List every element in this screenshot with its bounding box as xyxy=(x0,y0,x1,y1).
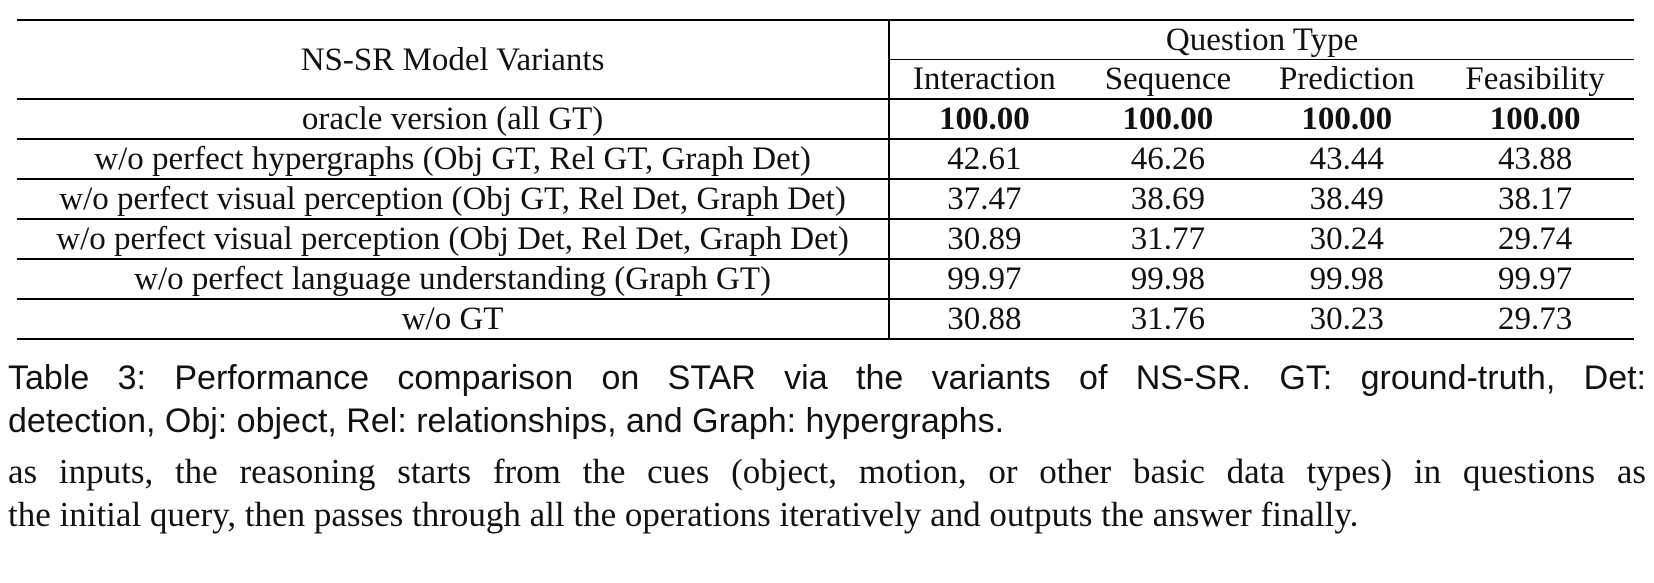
table-cell: 31.77 xyxy=(1078,218,1258,259)
column-header-feasibility: Feasibility xyxy=(1465,61,1605,97)
table-row: oracle version (all GT) 100.00 100.00 10… xyxy=(17,98,1634,139)
table-cell: 99.97 xyxy=(889,258,1079,299)
column-header-sequence: Sequence xyxy=(1104,61,1232,97)
table-cell: 29.74 xyxy=(1436,218,1634,259)
table-cell: 43.88 xyxy=(1436,138,1634,179)
table-cell: 99.98 xyxy=(1257,258,1437,299)
table-cell: 31.76 xyxy=(1078,298,1258,340)
table-row: w/o perfect visual perception (Obj GT, R… xyxy=(17,178,1634,219)
column-header-interaction: Interaction xyxy=(912,61,1056,97)
table-cell: 100.00 xyxy=(1078,98,1258,139)
table-cell: 100.00 xyxy=(1436,98,1634,139)
table-cell: 29.73 xyxy=(1436,298,1634,340)
variant-label: w/o perfect visual perception (Obj Det, … xyxy=(17,218,891,259)
results-table: NS-SR Model Variants Question Type Inter… xyxy=(17,19,1634,340)
variant-label: w/o GT xyxy=(17,298,891,340)
caption-line: detection, Obj: object, Rel: relationshi… xyxy=(8,402,1005,440)
variant-label: oracle version (all GT) xyxy=(17,98,891,139)
table-cell: 30.23 xyxy=(1257,298,1437,340)
variant-label: w/o perfect visual perception (Obj GT, R… xyxy=(17,178,891,219)
table-cell: 30.89 xyxy=(889,218,1079,259)
table-cell: 38.69 xyxy=(1078,178,1258,219)
table-row: w/o perfect language understanding (Grap… xyxy=(17,258,1634,299)
model-variants-header: NS-SR Model Variants xyxy=(17,19,891,99)
body-line: as inputs, the reasoning starts from the… xyxy=(8,452,1646,491)
table-cell: 37.47 xyxy=(889,178,1079,219)
table-cell: 30.88 xyxy=(889,298,1079,340)
table-row: w/o perfect hypergraphs (Obj GT, Rel GT,… xyxy=(17,138,1634,179)
table-cell: 42.61 xyxy=(889,138,1079,179)
table-cell: 46.26 xyxy=(1078,138,1258,179)
table-caption: Table 3: Performance comparison on STAR … xyxy=(8,357,1646,443)
table-row: w/o perfect visual perception (Obj Det, … xyxy=(17,218,1634,259)
table-cell: 99.98 xyxy=(1078,258,1258,299)
column-header-prediction: Prediction xyxy=(1278,61,1415,97)
body-paragraph: as inputs, the reasoning starts from the… xyxy=(8,450,1646,536)
table-cell: 99.97 xyxy=(1436,258,1634,299)
table-cell: 43.44 xyxy=(1257,138,1437,179)
caption-line: Table 3: Performance comparison on STAR … xyxy=(8,359,1646,397)
table-cell: 100.00 xyxy=(889,98,1079,139)
table-cell: 100.00 xyxy=(1257,98,1437,139)
variant-label: w/o perfect language understanding (Grap… xyxy=(17,258,891,299)
question-type-header: Question Type xyxy=(889,19,1634,60)
table-cell: 30.24 xyxy=(1257,218,1437,259)
variant-label: w/o perfect hypergraphs (Obj GT, Rel GT,… xyxy=(17,138,891,179)
table-cell: 38.17 xyxy=(1436,178,1634,219)
table-cell: 38.49 xyxy=(1257,178,1437,219)
table-row: w/o GT 30.88 31.76 30.23 29.73 xyxy=(17,298,1634,340)
body-line: the initial query, then passes through a… xyxy=(8,495,1359,534)
